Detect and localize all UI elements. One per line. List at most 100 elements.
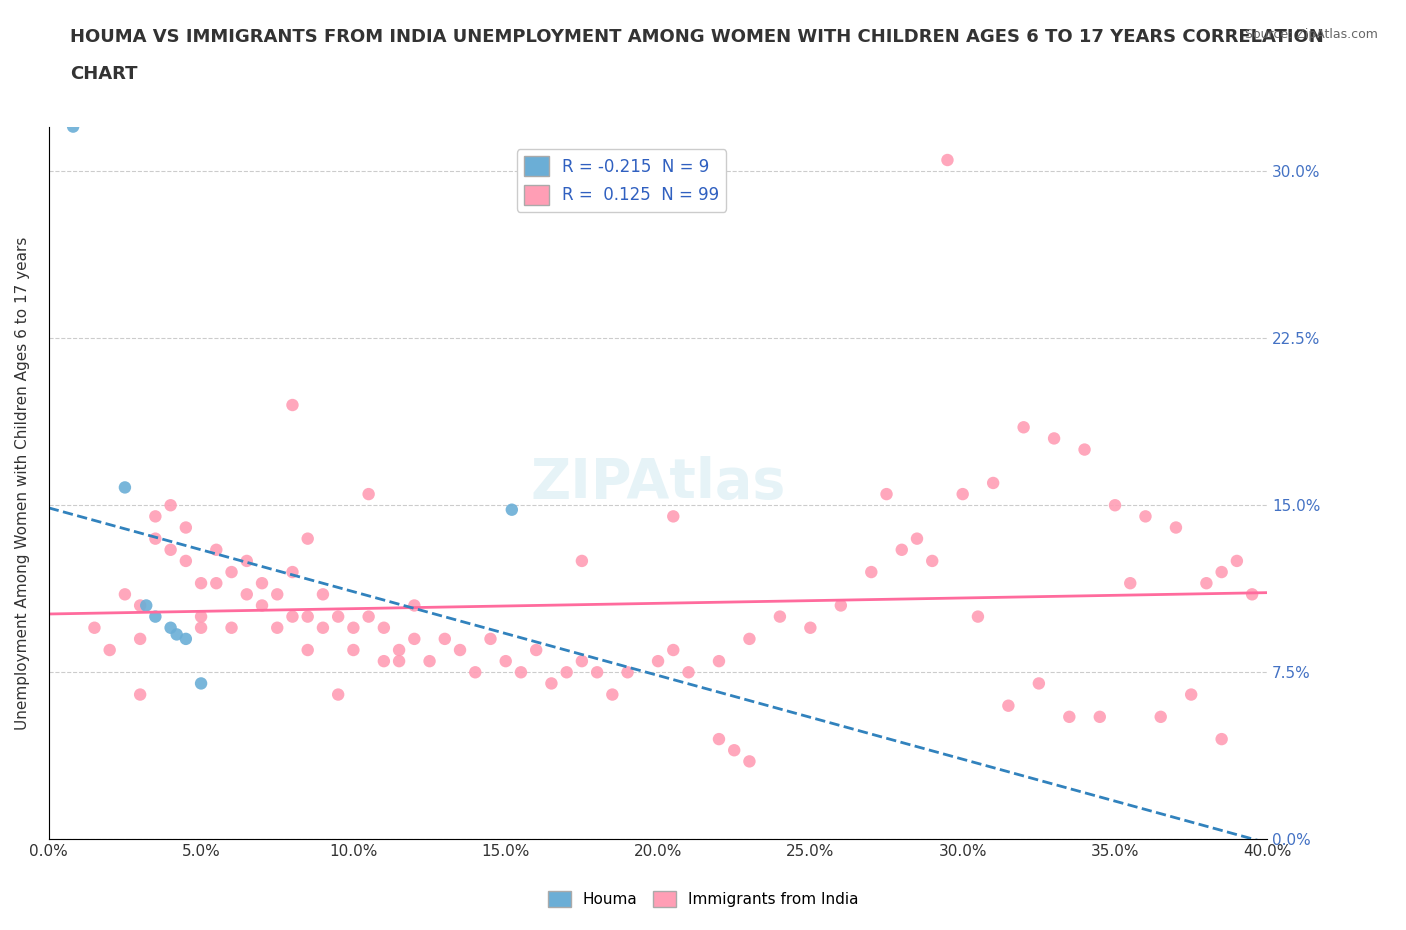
- Point: [1119, 576, 1142, 591]
- Point: [586, 665, 609, 680]
- Point: [647, 654, 669, 669]
- Point: [707, 654, 730, 669]
- Point: [297, 643, 319, 658]
- Point: [1180, 687, 1202, 702]
- Point: [449, 643, 471, 658]
- Point: [250, 598, 273, 613]
- Point: [236, 553, 259, 568]
- Point: [1073, 442, 1095, 457]
- Point: [388, 643, 411, 658]
- Point: [250, 576, 273, 591]
- Point: [495, 654, 517, 669]
- Point: [1211, 732, 1233, 747]
- Point: [860, 565, 883, 579]
- Point: [952, 486, 974, 501]
- Point: [83, 620, 105, 635]
- Point: [328, 609, 350, 624]
- Point: [205, 542, 228, 557]
- Point: [357, 486, 380, 501]
- Point: [1211, 565, 1233, 579]
- Point: [145, 509, 167, 524]
- Point: [166, 627, 188, 642]
- Point: [1104, 498, 1126, 512]
- Point: [981, 475, 1004, 490]
- Point: [510, 665, 533, 680]
- Point: [723, 743, 745, 758]
- Point: [159, 620, 181, 635]
- Point: [221, 565, 243, 579]
- Point: [129, 687, 152, 702]
- Point: [266, 587, 288, 602]
- Point: [1150, 710, 1173, 724]
- Text: HOUMA VS IMMIGRANTS FROM INDIA UNEMPLOYMENT AMONG WOMEN WITH CHILDREN AGES 6 TO : HOUMA VS IMMIGRANTS FROM INDIA UNEMPLOYM…: [70, 28, 1324, 46]
- Point: [616, 665, 638, 680]
- Point: [555, 665, 578, 680]
- Point: [921, 553, 943, 568]
- Point: [1088, 710, 1111, 724]
- Point: [357, 609, 380, 624]
- Point: [174, 631, 197, 646]
- Point: [62, 119, 84, 134]
- Point: [905, 531, 928, 546]
- Point: [678, 665, 700, 680]
- Point: [190, 620, 212, 635]
- Point: [1012, 419, 1035, 434]
- Point: [524, 643, 547, 658]
- Point: [281, 397, 304, 412]
- Point: [114, 480, 136, 495]
- Point: [281, 609, 304, 624]
- Point: [738, 631, 761, 646]
- Point: [571, 553, 593, 568]
- Point: [328, 687, 350, 702]
- Point: [388, 654, 411, 669]
- Point: [1164, 520, 1187, 535]
- Point: [205, 576, 228, 591]
- Point: [707, 732, 730, 747]
- Point: [159, 542, 181, 557]
- Point: [662, 643, 685, 658]
- Point: [312, 620, 335, 635]
- Point: [997, 698, 1019, 713]
- Point: [769, 609, 792, 624]
- Text: ZIPAtlas: ZIPAtlas: [530, 456, 786, 510]
- Point: [190, 676, 212, 691]
- Legend: Houma, Immigrants from India: Houma, Immigrants from India: [541, 884, 865, 913]
- Point: [98, 643, 121, 658]
- Point: [967, 609, 990, 624]
- Point: [404, 598, 426, 613]
- Point: [266, 620, 288, 635]
- Point: [602, 687, 624, 702]
- Point: [342, 620, 364, 635]
- Point: [830, 598, 852, 613]
- Point: [373, 620, 395, 635]
- Point: [1226, 553, 1249, 568]
- Point: [281, 565, 304, 579]
- Point: [174, 553, 197, 568]
- Text: CHART: CHART: [70, 65, 138, 83]
- Point: [297, 531, 319, 546]
- Point: [190, 609, 212, 624]
- Text: Source: ZipAtlas.com: Source: ZipAtlas.com: [1244, 28, 1378, 41]
- Point: [890, 542, 912, 557]
- Point: [221, 620, 243, 635]
- Point: [1043, 431, 1066, 445]
- Point: [145, 531, 167, 546]
- Point: [1135, 509, 1157, 524]
- Point: [129, 598, 152, 613]
- Point: [129, 631, 152, 646]
- Point: [174, 520, 197, 535]
- Point: [464, 665, 486, 680]
- Point: [738, 754, 761, 769]
- Point: [342, 643, 364, 658]
- Point: [419, 654, 441, 669]
- Point: [876, 486, 898, 501]
- Point: [662, 509, 685, 524]
- Point: [799, 620, 821, 635]
- Point: [1028, 676, 1050, 691]
- Point: [145, 609, 167, 624]
- Point: [114, 587, 136, 602]
- Y-axis label: Unemployment Among Women with Children Ages 6 to 17 years: Unemployment Among Women with Children A…: [15, 236, 30, 730]
- Point: [297, 609, 319, 624]
- Legend: R = -0.215  N = 9, R =  0.125  N = 99: R = -0.215 N = 9, R = 0.125 N = 99: [517, 149, 725, 211]
- Point: [433, 631, 456, 646]
